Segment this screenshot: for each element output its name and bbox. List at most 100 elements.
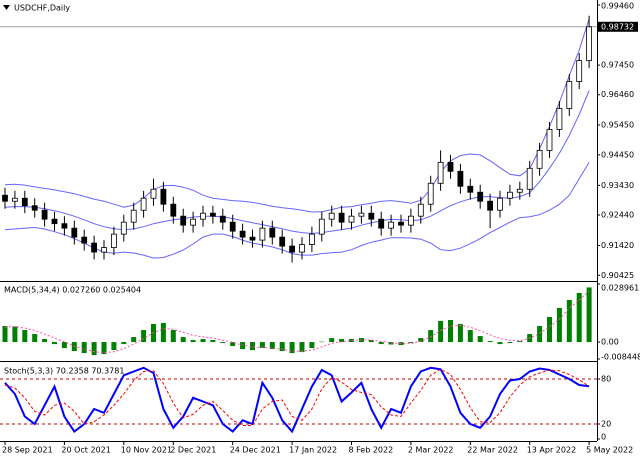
candle-body <box>398 221 404 226</box>
histogram-bar <box>378 342 384 345</box>
candle-body <box>51 218 58 225</box>
candle-body <box>358 212 365 217</box>
signal-line <box>4 290 590 354</box>
histogram-bar <box>576 292 582 343</box>
histogram-bar <box>428 330 434 343</box>
y-tick-label: 0.97450 <box>601 61 634 70</box>
histogram-bar <box>537 326 543 343</box>
histogram-bar <box>556 307 562 343</box>
panel-title: Stoch(5,3,3) 70.2358 70.3781 <box>4 367 124 376</box>
candle-body <box>111 233 117 248</box>
histogram-bar <box>586 287 592 343</box>
histogram-bar <box>32 334 38 343</box>
candle-body <box>586 26 592 62</box>
histogram-bar <box>507 342 513 344</box>
candle-body <box>467 185 474 193</box>
histogram-bar <box>180 337 186 343</box>
candle-body <box>269 227 276 238</box>
candle-body <box>289 245 296 253</box>
candle-body <box>299 244 305 253</box>
candle-body <box>437 161 444 184</box>
candle-body <box>368 212 375 220</box>
histogram-bar <box>517 341 523 343</box>
x-tick-label: 5 May 2022 <box>586 446 633 455</box>
candle-body <box>71 227 78 238</box>
candle-body <box>219 215 226 223</box>
histogram-bar <box>101 342 107 355</box>
histogram-bar <box>309 342 315 349</box>
candle-body <box>120 221 127 235</box>
menu-triangle <box>3 5 10 10</box>
histogram-bar <box>141 330 147 343</box>
candle-body <box>348 215 355 223</box>
candle-body <box>81 236 88 244</box>
histogram-bar <box>467 330 473 343</box>
x-tick-label: 10 Nov 2021 <box>121 446 172 455</box>
y-tick-label: 0.93430 <box>601 181 634 190</box>
histogram-bar <box>487 341 493 343</box>
candle-body <box>150 188 157 199</box>
candle-body <box>140 197 147 211</box>
candle-body <box>2 194 8 202</box>
panel-title: USDCHF,Daily <box>14 4 70 13</box>
y-tick-label: 80 <box>601 375 611 384</box>
histogram-bar <box>2 326 8 343</box>
x-tick-label: 2 Dec 2021 <box>170 446 216 455</box>
panel-title: MACD(5,34,4) 0.027260 0.025404 <box>4 286 141 295</box>
histogram-bar <box>418 338 424 343</box>
candle-body <box>11 197 18 202</box>
candle-body <box>170 203 177 217</box>
y-tick-label: 0.92440 <box>601 210 634 219</box>
candle-body <box>338 212 345 223</box>
candle-body <box>279 236 286 247</box>
oscillator-line <box>4 368 590 426</box>
histogram-bar <box>547 317 552 343</box>
histogram-bar <box>448 320 453 343</box>
histogram-bar <box>497 342 503 345</box>
candle-body <box>506 191 513 199</box>
histogram-bar <box>319 341 325 343</box>
histogram-bar <box>279 342 285 352</box>
x-tick-label: 17 Jan 2022 <box>289 446 337 455</box>
candle-body <box>61 223 68 229</box>
candle-body <box>417 203 424 217</box>
histogram-bar <box>22 330 28 343</box>
y-tick-label: 0 <box>601 433 606 442</box>
candle-body <box>31 205 38 211</box>
candle-body <box>556 108 563 130</box>
y-tick-label: 0.94450 <box>601 150 634 159</box>
candle-body <box>487 200 494 211</box>
histogram-bar <box>61 342 67 349</box>
histogram-bar <box>230 342 236 347</box>
y-tick-label: -0.008448 <box>601 353 640 362</box>
candle-body <box>21 197 28 207</box>
candle-body <box>308 233 315 245</box>
candle-body <box>407 215 414 226</box>
candle-body <box>101 247 107 253</box>
candle-body <box>497 197 503 211</box>
histogram-bar <box>250 342 255 351</box>
x-tick-label: 13 Apr 2022 <box>527 446 576 455</box>
band-line <box>4 18 590 213</box>
candle-body <box>200 212 206 220</box>
histogram-bar <box>210 340 216 343</box>
candle-body <box>576 60 583 82</box>
histogram-bar <box>81 342 87 354</box>
histogram-bar <box>438 321 444 343</box>
histogram-bar <box>91 342 97 356</box>
candle-body <box>180 215 187 226</box>
y-tick-label: 0.028961 <box>601 284 639 293</box>
y-tick-label: 0.99460 <box>601 2 634 11</box>
histogram-bar <box>388 342 394 345</box>
candle-body <box>239 230 246 238</box>
histogram-bar <box>200 339 206 343</box>
histogram-bar <box>190 340 196 343</box>
y-tick-label: 0.00 <box>601 338 619 347</box>
y-tick-label: 20 <box>601 420 611 429</box>
histogram-bar <box>259 342 265 349</box>
candle-body <box>160 188 167 205</box>
candle-body <box>91 242 97 253</box>
candle-body <box>457 170 464 187</box>
histogram-bar <box>111 342 117 351</box>
